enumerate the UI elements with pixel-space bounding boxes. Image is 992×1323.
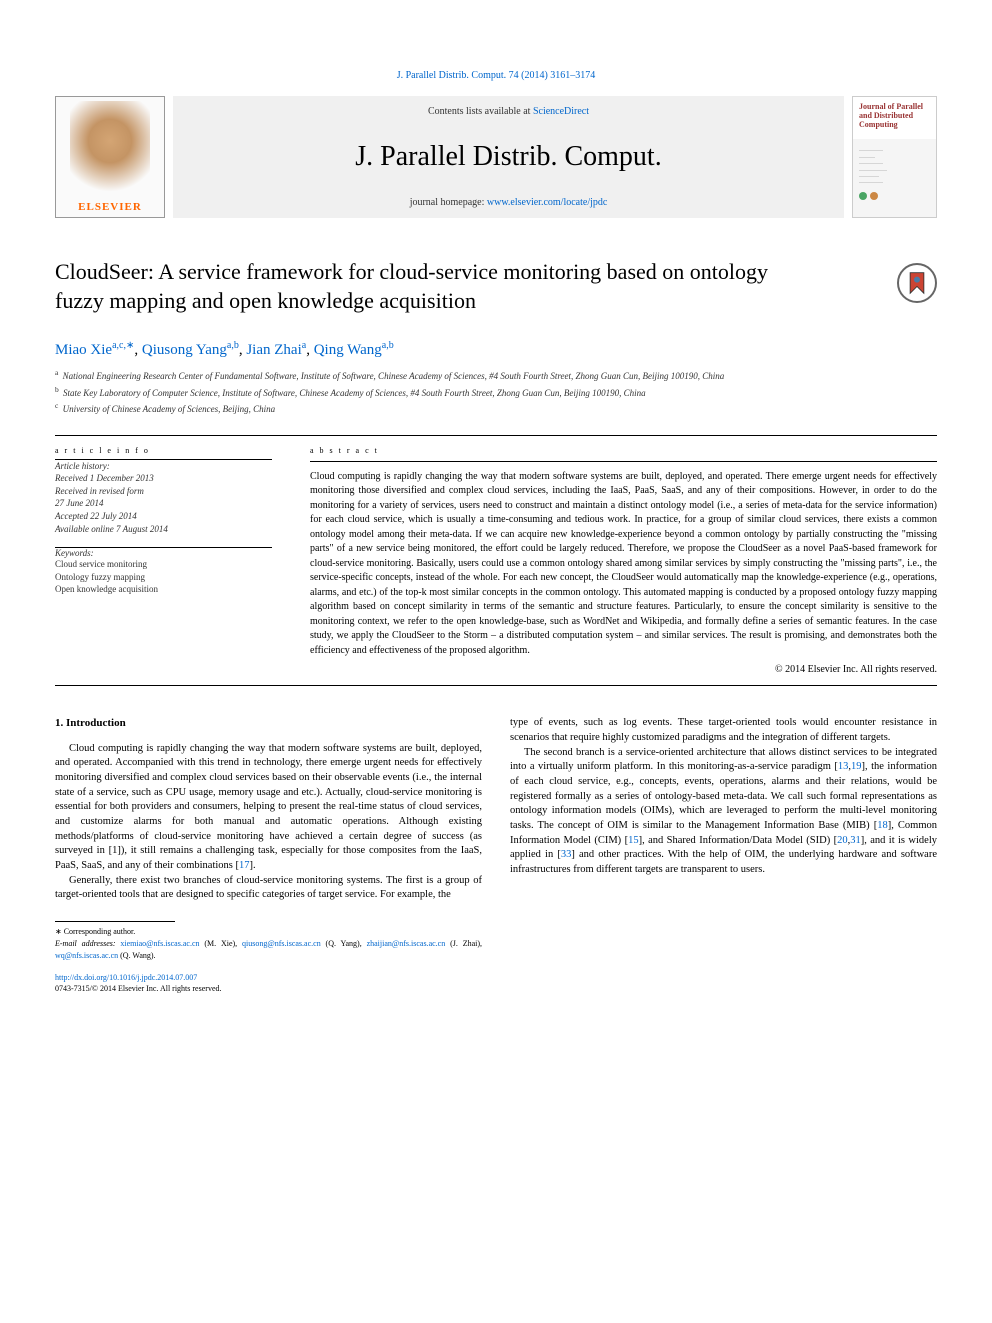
author-1[interactable]: Miao Xiea,c,∗: [55, 342, 134, 358]
article-info-heading: a r t i c l e i n f o: [55, 446, 272, 455]
author-3-aff: a: [302, 340, 306, 351]
history-line: Article history:: [55, 460, 272, 473]
affiliation-b: b State Key Laboratory of Computer Scien…: [55, 384, 937, 401]
ref-link-19[interactable]: 19: [851, 761, 862, 772]
emails-block: E-mail addresses: xiemiao@nfs.iscas.ac.c…: [55, 938, 482, 962]
ref-link-13[interactable]: 13: [838, 761, 849, 772]
intro-para-2: Generally, there exist two branches of c…: [55, 874, 482, 903]
issn-line: 0743-7315/© 2014 Elsevier Inc. All right…: [55, 983, 482, 994]
article-info-block: a r t i c l e i n f o Article history: R…: [55, 436, 280, 686]
author-4-name: Qing Wang: [314, 342, 382, 358]
keyword: Ontology fuzzy mapping: [55, 571, 272, 584]
ref-link-18[interactable]: 18: [877, 820, 888, 831]
running-header: J. Parallel Distrib. Comput. 74 (2014) 3…: [55, 70, 937, 81]
history-line: 27 June 2014: [55, 497, 272, 510]
history-line: Available online 7 August 2014: [55, 523, 272, 536]
crossmark-icon[interactable]: [897, 263, 937, 303]
history-line: Received 1 December 2013: [55, 472, 272, 485]
left-column: 1. Introduction Cloud computing is rapid…: [55, 716, 482, 994]
ref-link-17[interactable]: 17: [239, 860, 250, 871]
author-2-name: Qiusong Yang: [142, 342, 227, 358]
meta-row: a r t i c l e i n f o Article history: R…: [55, 435, 937, 687]
corresponding-author-note: ∗ Corresponding author.: [55, 926, 482, 938]
email-2-who: (Q. Yang): [326, 939, 360, 948]
col2-para-1: type of events, such as log events. Thes…: [510, 716, 937, 745]
affiliation-c: c University of Chinese Academy of Scien…: [55, 400, 937, 417]
email-3[interactable]: zhaijian@nfs.iscas.ac.cn: [367, 939, 446, 948]
title-row: CloudSeer: A service framework for cloud…: [55, 258, 937, 315]
header-center: Contents lists available at ScienceDirec…: [173, 96, 844, 218]
article-history: Article history: Received 1 December 201…: [55, 460, 272, 536]
email-1[interactable]: xiemiao@nfs.iscas.ac.cn: [120, 939, 199, 948]
homepage-link[interactable]: www.elsevier.com/locate/jpdc: [487, 197, 607, 208]
abstract-heading: a b s t r a c t: [310, 446, 937, 455]
homepage-line: journal homepage: www.elsevier.com/locat…: [410, 197, 608, 208]
emails-label: E-mail addresses:: [55, 939, 116, 948]
author-4-aff: a,b: [382, 340, 394, 351]
contents-available-line: Contents lists available at ScienceDirec…: [428, 106, 589, 117]
cover-title: Journal of Parallel and Distributed Comp…: [859, 103, 930, 129]
authors-line: Miao Xiea,c,∗, Qiusong Yanga,b, Jian Zha…: [55, 340, 937, 359]
email-1-who: (M. Xie): [204, 939, 235, 948]
intro-para-1: Cloud computing is rapidly changing the …: [55, 742, 482, 874]
ref-link-33[interactable]: 33: [561, 849, 572, 860]
col2-para-2: The second branch is a service-oriented …: [510, 746, 937, 878]
section-1-heading: 1. Introduction: [55, 716, 482, 731]
email-3-who: (J. Zhai): [450, 939, 480, 948]
sciencedirect-link[interactable]: ScienceDirect: [533, 106, 589, 117]
elsevier-tree-icon: [70, 101, 150, 201]
bookmark-icon: [906, 271, 928, 295]
author-1-aff: a,c,: [112, 340, 126, 351]
author-2[interactable]: Qiusong Yanga,b: [142, 342, 239, 358]
email-2[interactable]: qiusong@nfs.iscas.ac.cn: [242, 939, 321, 948]
author-1-corr: ∗: [126, 340, 134, 351]
footnotes: ∗ Corresponding author. E-mail addresses…: [55, 926, 482, 962]
journal-cover-thumbnail: Journal of Parallel and Distributed Comp…: [852, 96, 937, 218]
homepage-prefix: journal homepage:: [410, 197, 487, 208]
paper-title: CloudSeer: A service framework for cloud…: [55, 258, 795, 315]
author-3[interactable]: Jian Zhaia: [246, 342, 306, 358]
email-4[interactable]: wq@nfs.iscas.ac.cn: [55, 951, 118, 960]
keywords-label: Keywords:: [55, 548, 272, 558]
keywords-list: Cloud service monitoring Ontology fuzzy …: [55, 558, 272, 596]
affiliation-a: a National Engineering Research Center o…: [55, 367, 937, 384]
abstract-text: Cloud computing is rapidly changing the …: [310, 470, 937, 659]
cover-icons: [859, 192, 930, 200]
para-text-cont: combinations [: [176, 860, 239, 871]
right-column: type of events, such as log events. Thes…: [510, 716, 937, 994]
author-4[interactable]: Qing Wanga,b: [314, 342, 394, 358]
ref-link-20[interactable]: 20: [837, 835, 848, 846]
footnote-divider: [55, 921, 175, 922]
journal-name: J. Parallel Distrib. Comput.: [355, 141, 661, 173]
para-text: Cloud computing is rapidly changing the …: [55, 743, 482, 872]
author-1-name: Miao Xie: [55, 342, 112, 358]
history-line: Received in revised form: [55, 485, 272, 498]
abstract-copyright: © 2014 Elsevier Inc. All rights reserved…: [310, 664, 937, 675]
body-columns: 1. Introduction Cloud computing is rapid…: [55, 716, 937, 994]
history-line: Accepted 22 July 2014: [55, 510, 272, 523]
affiliations: a National Engineering Research Center o…: [55, 367, 937, 417]
abstract-rule: [310, 461, 937, 462]
email-4-who: (Q. Wang).: [120, 951, 155, 960]
journal-header-bar: ELSEVIER Contents lists available at Sci…: [55, 96, 937, 218]
contents-prefix: Contents lists available at: [428, 106, 533, 117]
keyword: Open knowledge acquisition: [55, 583, 272, 596]
keyword: Cloud service monitoring: [55, 558, 272, 571]
doi-link[interactable]: http://dx.doi.org/10.1016/j.jpdc.2014.07…: [55, 973, 197, 982]
ref-link-15[interactable]: 15: [628, 835, 639, 846]
abstract-block: a b s t r a c t Cloud computing is rapid…: [310, 436, 937, 686]
publisher-logo: ELSEVIER: [55, 96, 165, 218]
ref-link-31[interactable]: 31: [850, 835, 861, 846]
author-2-aff: a,b: [227, 340, 239, 351]
cover-toc-lines: ——————————————————————————————————: [859, 147, 930, 185]
author-3-name: Jian Zhai: [246, 342, 301, 358]
publisher-name: ELSEVIER: [78, 201, 142, 213]
doi-block: http://dx.doi.org/10.1016/j.jpdc.2014.07…: [55, 972, 482, 994]
